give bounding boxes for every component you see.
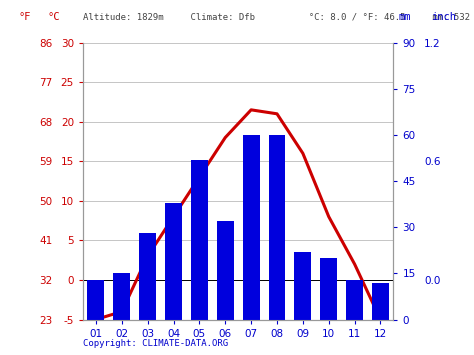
Bar [269, 135, 285, 320]
Text: inch: inch [431, 12, 456, 22]
Bar [165, 203, 182, 320]
Text: Copyright: CLIMATE-DATA.ORG: Copyright: CLIMATE-DATA.ORG [83, 339, 228, 348]
Bar [191, 159, 208, 320]
Text: °F: °F [19, 12, 31, 22]
Bar [217, 221, 234, 320]
Bar [88, 279, 104, 320]
Text: °C: °C [47, 12, 60, 22]
Bar [320, 258, 337, 320]
Bar [372, 283, 389, 320]
Bar [294, 252, 311, 320]
Bar [139, 233, 156, 320]
Bar [243, 135, 260, 320]
Bar [346, 279, 363, 320]
Text: mm: mm [398, 12, 410, 22]
Text: Altitude: 1829m     Climate: Dfb          °C: 8.0 / °F: 46.5     mm: 532 / inch:: Altitude: 1829m Climate: Dfb °C: 8.0 / °… [83, 12, 474, 21]
Bar [113, 273, 130, 320]
